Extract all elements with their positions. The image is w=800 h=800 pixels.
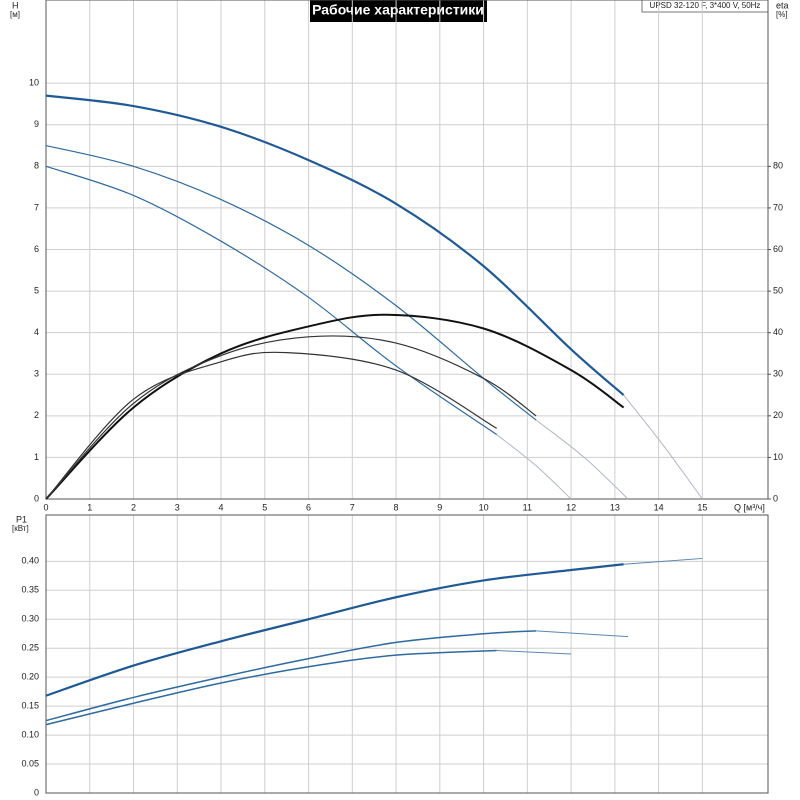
curve [45, 630, 537, 722]
curve [45, 649, 497, 726]
x-tick-label: 2 [131, 502, 136, 512]
y-tick-label: 2 [34, 410, 39, 420]
y-tick-label: 0 [34, 493, 39, 503]
y2-tick-label: 50 [773, 285, 783, 295]
x-tick-label: 4 [219, 502, 224, 512]
y-tick-label: 0.30 [21, 614, 39, 624]
x-tick-label: 5 [262, 502, 267, 512]
y-tick-label: 9 [34, 119, 39, 129]
y2-tick-label: 70 [773, 202, 783, 212]
y-tick-label: 0.40 [21, 556, 39, 566]
curve [45, 351, 498, 500]
y-tick-label: 1 [34, 452, 39, 462]
curve [535, 419, 629, 500]
x-tick-label: 0 [43, 502, 48, 512]
y-axis-unit: [м] [10, 10, 20, 19]
y2-axis-label: eta [776, 0, 789, 10]
curve [623, 394, 703, 500]
y-tick-label: 6 [34, 244, 39, 254]
curve [45, 165, 498, 436]
x-tick-label: 1 [87, 502, 92, 512]
x-tick-label: 3 [175, 502, 180, 512]
chart-title: Рабочие характеристики [312, 2, 484, 18]
y-tick-label: 4 [34, 327, 39, 337]
y2-tick-label: 10 [773, 452, 783, 462]
x-tick-label: 15 [697, 502, 707, 512]
y-tick-label: 5 [34, 285, 39, 295]
x-tick-label: 11 [523, 502, 532, 512]
y2-tick-label: 80 [773, 161, 783, 171]
curve [45, 94, 625, 396]
y-tick-label: 7 [34, 202, 39, 212]
curve [496, 434, 572, 500]
curve [536, 630, 629, 638]
plot-frame [45, 0, 769, 500]
y2-tick-label: 40 [773, 327, 783, 337]
y2-tick-label: 0 [773, 493, 778, 503]
x-tick-label: 9 [437, 502, 442, 512]
x-axis-label: Q [м³/ч] [734, 502, 765, 512]
x-tick-label: 6 [306, 502, 311, 512]
y2-tick-label: 30 [773, 369, 783, 379]
curve [45, 313, 625, 500]
curve [496, 650, 572, 655]
y-tick-label: 3 [34, 369, 39, 379]
x-tick-label: 14 [654, 502, 664, 512]
y-tick-label: 0.25 [21, 643, 39, 653]
y-tick-label: 10 [29, 78, 39, 88]
plot-frame [45, 514, 769, 794]
y2-axis-unit: [%] [776, 10, 788, 19]
y-tick-label: 0.20 [21, 672, 39, 682]
title-box [310, 0, 487, 22]
y-tick-label: 0.05 [21, 758, 39, 768]
x-tick-label: 10 [479, 502, 489, 512]
x-tick-label: 13 [610, 502, 620, 512]
y2-tick-label: 20 [773, 410, 783, 420]
y-tick-label: 0.15 [21, 701, 39, 711]
curve [45, 335, 537, 500]
curve [45, 563, 624, 697]
y2-tick-label: 60 [773, 244, 783, 254]
x-tick-label: 12 [566, 502, 576, 512]
model-label: UPSD 32-120 F, 3*400 V, 50Hz [650, 1, 761, 10]
y-tick-label: 0 [34, 787, 39, 797]
y-axis-label: P1 [16, 514, 27, 524]
y-tick-label: 8 [34, 161, 39, 171]
y-axis-unit: [кВт] [12, 524, 29, 533]
x-tick-label: 8 [394, 502, 399, 512]
y-tick-label: 0.35 [21, 585, 39, 595]
y-tick-label: 0.10 [21, 729, 39, 739]
y-axis-label: H [12, 0, 19, 10]
curve [623, 557, 703, 565]
x-tick-label: 7 [350, 502, 355, 512]
